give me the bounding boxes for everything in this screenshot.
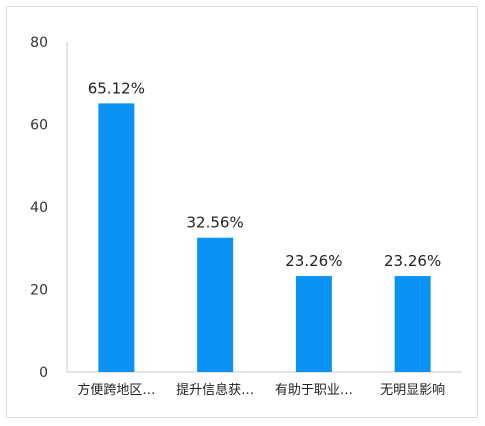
data-label: 65.12% <box>88 79 145 97</box>
bar <box>394 276 431 372</box>
data-label: 23.26% <box>384 252 441 270</box>
x-tick-label: 有助于职业… <box>275 383 353 398</box>
y-tick-label: 40 <box>30 200 48 216</box>
y-tick-label: 60 <box>30 118 48 134</box>
bar <box>197 237 234 372</box>
data-label: 32.56% <box>187 214 244 232</box>
y-tick-label: 80 <box>30 35 48 51</box>
bar <box>295 276 332 372</box>
x-tick-label: 无明显影响 <box>380 382 445 398</box>
bar <box>98 103 135 372</box>
data-label: 23.26% <box>285 252 342 270</box>
x-tick-label: 提升信息获… <box>176 382 254 398</box>
y-tick-label: 20 <box>30 283 48 299</box>
x-tick-label: 方便跨地区… <box>77 382 155 398</box>
y-tick-label: 0 <box>39 365 48 381</box>
